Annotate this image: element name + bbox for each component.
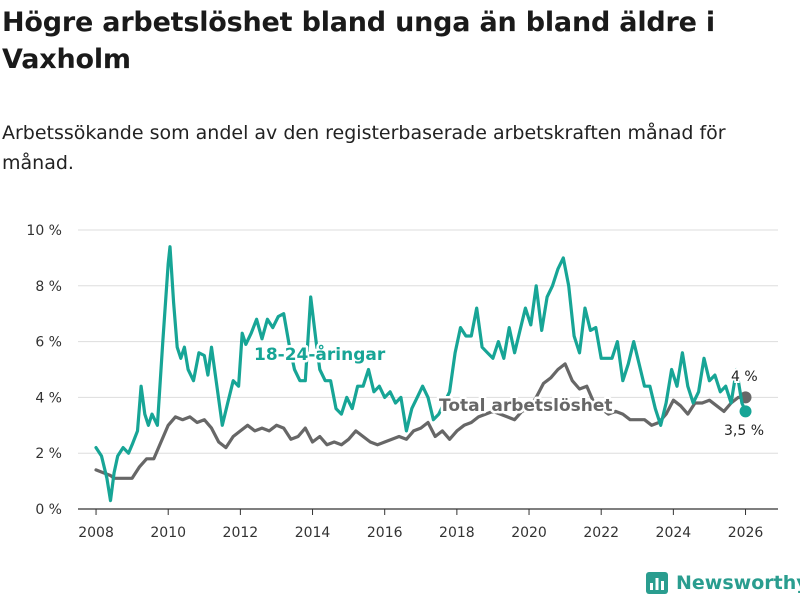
gridlines	[78, 229, 778, 510]
end-label-youth: 3,5 %	[724, 423, 764, 439]
bar-chart-icon	[646, 572, 668, 594]
y-tick-label: 10 %	[26, 223, 62, 239]
x-tick-label: 2026	[728, 525, 764, 541]
x-tick-label: 2018	[439, 525, 475, 541]
endpoint-youth	[739, 405, 752, 418]
y-tick-label: 8 %	[35, 279, 62, 295]
x-tick-label: 2024	[656, 525, 692, 541]
end-label-total: 4 %	[731, 369, 758, 385]
series-label-total: Total arbetslöshet	[439, 396, 613, 416]
chart-title: Högre arbetslöshet bland unga än bland ä…	[2, 7, 715, 75]
x-axis: 2008 2010 2012 2014 2016 2018 2020 2022 2024 2026	[78, 509, 763, 541]
y-axis-tick-labels: 0 % 2 % 4 % 6 % 8 % 10 %	[26, 223, 62, 518]
chart-subtitle: Arbetssökande som andel av den registerb…	[2, 122, 726, 174]
x-tick-label: 2014	[295, 525, 331, 541]
series-labels: 18-24-åringar Total arbetslöshet 4 % 3,5 %	[252, 341, 767, 442]
x-tick-label: 2010	[150, 525, 186, 541]
x-tick-label: 2016	[367, 525, 403, 541]
x-tick-label: 2012	[223, 525, 259, 541]
brand-logo[interactable]: Newsworthy	[646, 569, 800, 597]
y-tick-label: 0 %	[35, 502, 62, 518]
brand-name: Newsworthy	[676, 572, 800, 594]
y-tick-label: 4 %	[35, 390, 62, 406]
y-tick-label: 2 %	[35, 446, 62, 462]
series-lines	[94, 245, 752, 503]
x-tick-label: 2020	[511, 525, 547, 541]
series-line-total	[94, 362, 748, 480]
series-label-youth: 18-24-åringar	[254, 343, 386, 365]
y-tick-label: 6 %	[35, 335, 62, 351]
x-tick-label: 2008	[78, 525, 114, 541]
x-tick-label: 2022	[583, 525, 619, 541]
series-line-youth	[94, 245, 748, 503]
